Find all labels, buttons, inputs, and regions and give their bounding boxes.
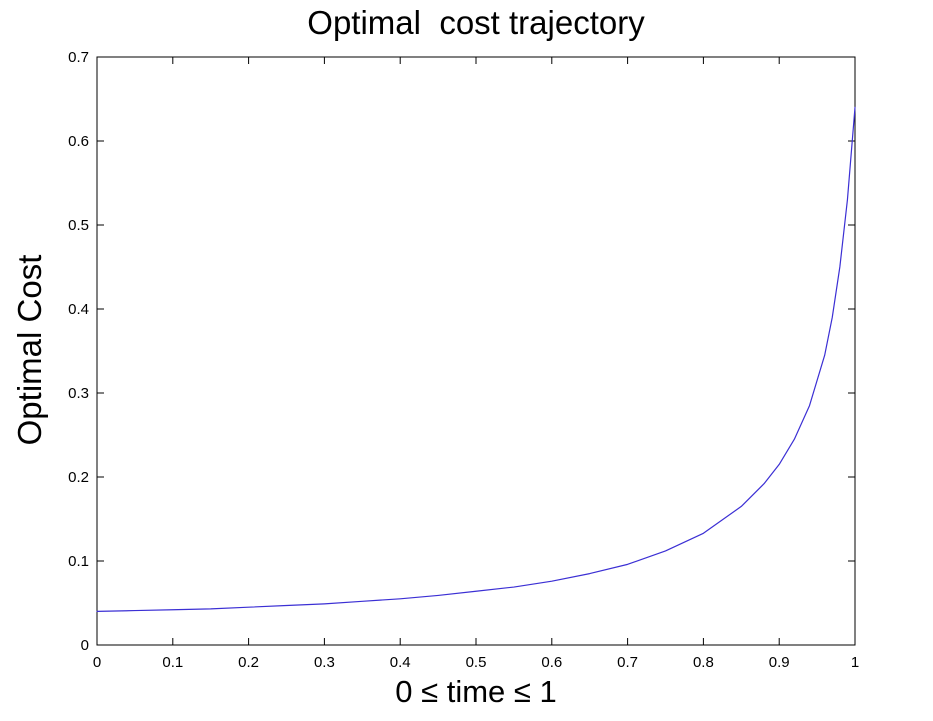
x-tick-label: 0.9: [769, 654, 790, 671]
x-tick-label: 0.4: [390, 654, 411, 671]
y-tick-label: 0.6: [68, 133, 89, 150]
y-tick-label: 0.1: [68, 553, 89, 570]
x-tick-label: 0.8: [693, 654, 714, 671]
chart-title: Optimal cost trajectory: [307, 4, 645, 41]
y-tick-label: 0.4: [68, 301, 89, 318]
x-tick-label: 0.6: [541, 654, 562, 671]
y-tick-label: 0.7: [68, 49, 89, 66]
x-tick-label: 0.7: [617, 654, 638, 671]
x-tick-label: 0.3: [314, 654, 335, 671]
x-tick-label: 0.1: [162, 654, 183, 671]
axes-box: [96, 56, 856, 646]
x-tick-label: 1: [851, 654, 859, 671]
x-tick-label: 0: [93, 654, 101, 671]
x-tick-label: 0.2: [238, 654, 259, 671]
y-tick-label: 0: [81, 637, 89, 654]
y-tick-label: 0.5: [68, 217, 89, 234]
y-tick-label: 0.3: [68, 385, 89, 402]
y-tick-label: 0.2: [68, 469, 89, 486]
x-tick-label: 0.5: [466, 654, 487, 671]
optimal-cost-curve: [96, 106, 856, 613]
x-axis-label: 0 ≤ time ≤ 1: [395, 674, 557, 709]
